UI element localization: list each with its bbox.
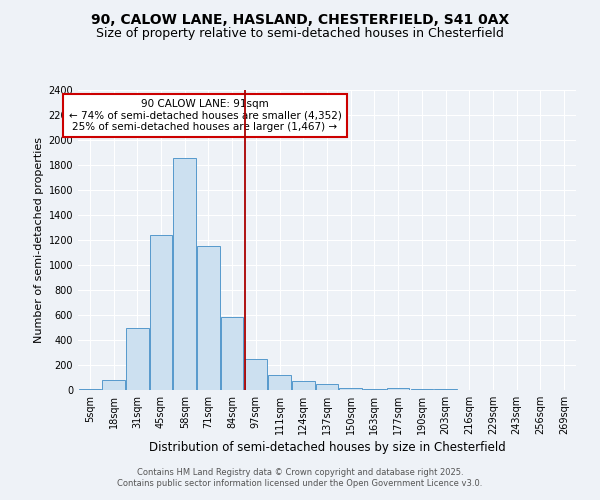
Bar xyxy=(292,381,314,390)
Bar xyxy=(197,246,220,390)
Text: 90, CALOW LANE, HASLAND, CHESTERFIELD, S41 0AX: 90, CALOW LANE, HASLAND, CHESTERFIELD, S… xyxy=(91,12,509,26)
Bar xyxy=(221,317,244,390)
Bar xyxy=(103,380,125,390)
Y-axis label: Number of semi-detached properties: Number of semi-detached properties xyxy=(34,137,44,343)
Bar xyxy=(387,388,409,390)
Bar xyxy=(150,235,172,390)
Bar xyxy=(340,388,362,390)
Bar xyxy=(363,389,386,390)
Text: 90 CALOW LANE: 91sqm
← 74% of semi-detached houses are smaller (4,352)
25% of se: 90 CALOW LANE: 91sqm ← 74% of semi-detac… xyxy=(68,99,341,132)
Text: Size of property relative to semi-detached houses in Chesterfield: Size of property relative to semi-detach… xyxy=(96,28,504,40)
Bar xyxy=(268,375,291,390)
Bar xyxy=(173,158,196,390)
Bar xyxy=(126,328,149,390)
Text: Contains HM Land Registry data © Crown copyright and database right 2025.
Contai: Contains HM Land Registry data © Crown c… xyxy=(118,468,482,487)
Bar xyxy=(245,360,267,390)
Bar xyxy=(316,384,338,390)
X-axis label: Distribution of semi-detached houses by size in Chesterfield: Distribution of semi-detached houses by … xyxy=(149,441,505,454)
Bar xyxy=(79,389,101,390)
